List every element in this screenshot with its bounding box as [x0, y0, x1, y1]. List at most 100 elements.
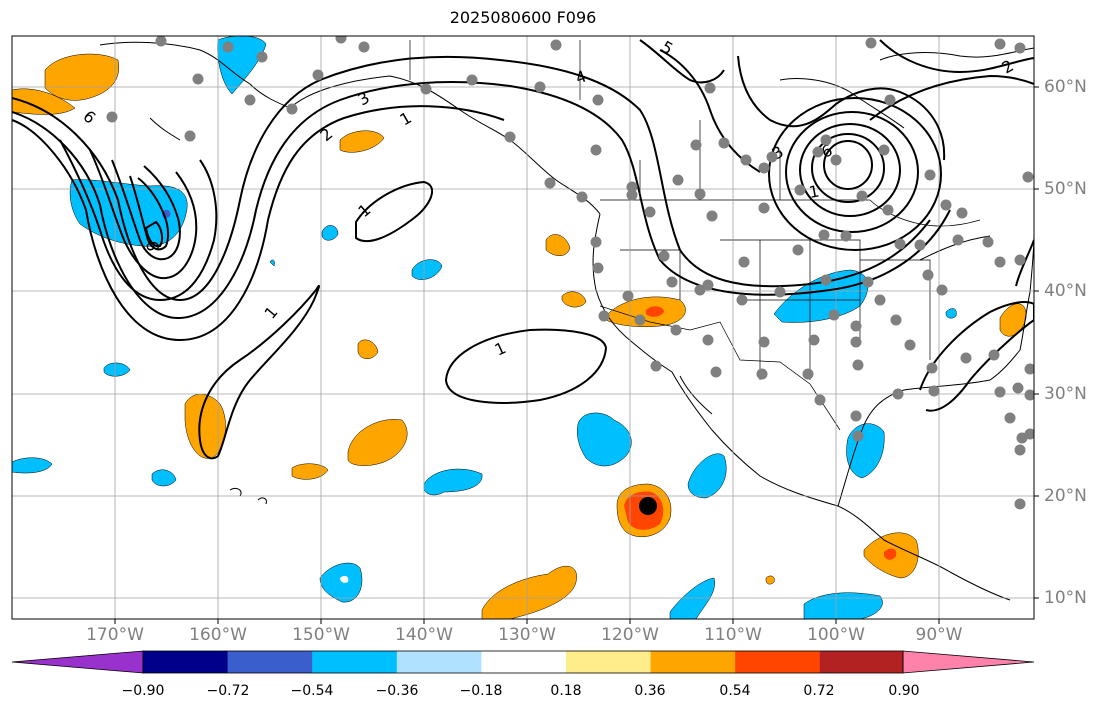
negative-anomaly-region	[340, 575, 349, 583]
station-marker	[192, 73, 204, 85]
colorbar-segment	[819, 651, 905, 673]
station-marker	[865, 37, 877, 49]
colorbar-tick-label: 0.54	[719, 683, 751, 699]
station-marker	[794, 184, 806, 196]
station-marker	[626, 189, 638, 201]
colorbar	[11, 650, 1035, 674]
station-marker	[622, 290, 634, 302]
gridlines	[12, 36, 1034, 619]
station-marker	[994, 38, 1006, 50]
lat-tick-label: 10°N	[1044, 588, 1087, 608]
station-marker	[312, 69, 324, 81]
colorbar-segment	[396, 651, 482, 673]
lat-tick-label: 50°N	[1044, 179, 1087, 199]
station-marker	[994, 256, 1006, 268]
lat-tick-label: 40°N	[1044, 281, 1087, 301]
station-marker	[850, 410, 862, 422]
station-marker	[1012, 382, 1024, 394]
station-marker	[758, 202, 770, 214]
station-marker	[740, 154, 752, 166]
station-marker	[644, 206, 656, 218]
station-marker	[335, 36, 347, 44]
station-marker	[466, 74, 478, 86]
colorbar-extend-max	[902, 650, 1035, 674]
station-marker	[878, 144, 890, 156]
station-marker	[504, 131, 516, 143]
colorbar-tick-label: 0.18	[550, 683, 582, 699]
map-frame	[11, 35, 1035, 620]
station-marker	[155, 36, 167, 47]
station-marker	[994, 386, 1006, 398]
station-marker	[766, 151, 778, 163]
station-marker	[286, 103, 298, 115]
station-marker	[852, 359, 864, 371]
station-marker	[702, 279, 714, 291]
positive-anomaly-region	[44, 53, 120, 101]
station-marker	[550, 39, 562, 51]
station-marker	[658, 250, 670, 262]
positive-anomaly-region	[481, 565, 577, 619]
negative-anomaly-region	[687, 453, 727, 499]
station-marker	[690, 139, 702, 151]
colorbar-extend-min	[11, 650, 144, 674]
negative-anomaly-region	[945, 308, 957, 319]
station-marker	[592, 94, 604, 106]
station-marker	[736, 294, 748, 306]
colorbar-segment	[566, 651, 652, 673]
map-title: 2025080600 F096	[449, 8, 597, 27]
station-marker	[882, 204, 894, 216]
lon-tick-label: 160°W	[189, 625, 247, 645]
station-marker	[738, 256, 750, 268]
colorbar-tick-label: 0.36	[634, 683, 666, 699]
negative-anomaly-region	[269, 259, 275, 267]
axis-ticks	[114, 86, 1039, 624]
station-marker	[670, 324, 682, 336]
station-marker	[706, 210, 718, 222]
lon-tick-label: 110°W	[704, 625, 762, 645]
station-marker	[884, 94, 896, 106]
station-marker	[358, 41, 370, 53]
negative-anomaly-region	[411, 259, 443, 280]
positive-anomaly-region	[12, 88, 76, 115]
station-marker	[420, 83, 432, 95]
station-marker	[852, 430, 864, 442]
station-marker	[812, 146, 824, 158]
station-marker	[718, 137, 730, 149]
station-marker	[982, 236, 994, 248]
negative-anomaly-region	[12, 457, 53, 474]
colorbar-segment	[735, 651, 821, 673]
storm-center-marker	[639, 497, 657, 515]
station-marker	[256, 51, 268, 63]
station-marker	[1022, 171, 1034, 183]
positive-anomaly-region	[291, 463, 329, 480]
station-marker	[1014, 254, 1026, 266]
negative-anomaly-region	[423, 468, 483, 496]
station-marker	[926, 362, 938, 374]
station-marker	[988, 349, 1000, 361]
station-marker	[590, 144, 602, 156]
station-marker	[830, 154, 842, 166]
lon-tick-label: 90°W	[915, 625, 963, 645]
colorbar-segment	[227, 651, 313, 673]
station-marker	[598, 310, 610, 322]
positive-anomaly-region	[999, 303, 1027, 337]
negative-anomaly-region	[669, 577, 715, 619]
station-marker	[756, 368, 768, 380]
station-marker	[1014, 498, 1026, 510]
negative-anomaly-region	[321, 225, 339, 241]
station-marker	[1004, 412, 1016, 424]
colorbar-tick-label: −0.18	[459, 683, 503, 699]
colorbar-segment	[650, 651, 736, 673]
lat-tick-label: 60°N	[1044, 77, 1087, 97]
station-marker	[814, 394, 826, 406]
positive-anomaly-region	[357, 339, 379, 359]
station-marker	[704, 82, 716, 94]
station-marker	[840, 230, 852, 242]
station-marker	[758, 336, 770, 348]
station-marker	[914, 239, 926, 251]
positive-anomaly-region	[545, 234, 571, 256]
positive-anomaly-region	[765, 575, 775, 585]
lon-tick-label: 150°W	[292, 625, 350, 645]
station-marker	[710, 366, 722, 378]
